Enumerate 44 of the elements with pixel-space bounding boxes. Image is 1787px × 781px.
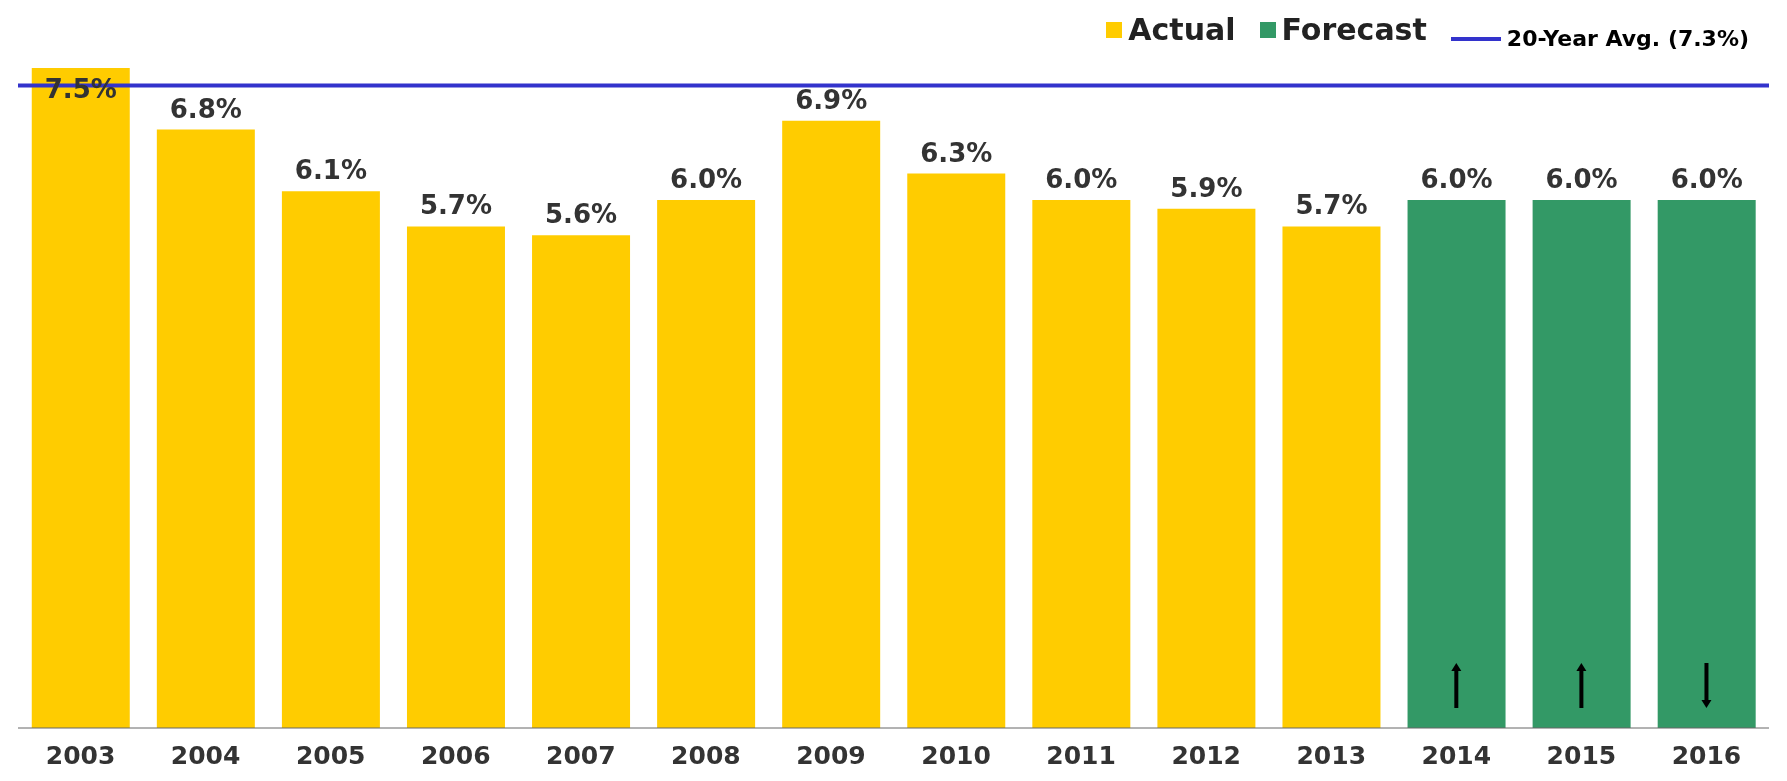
x-tick-label: 2003 [45, 740, 116, 770]
bar [1657, 200, 1756, 728]
legend-label: Actual [1128, 12, 1236, 47]
x-tick-label: 2014 [1421, 740, 1492, 770]
x-tick-label: 2007 [546, 740, 616, 770]
bar [782, 120, 881, 728]
x-tick-label: 2010 [921, 740, 991, 770]
data-label: 6.0% [1545, 164, 1618, 194]
bar [907, 173, 1006, 728]
bar [1032, 200, 1131, 728]
data-label: 5.9% [1170, 172, 1243, 203]
data-label: 6.3% [920, 137, 993, 168]
data-label: 6.0% [1670, 164, 1743, 194]
bar [532, 235, 631, 728]
data-label: 6.1% [294, 155, 367, 186]
legend-label: 20-Year Avg. (7.3%) [1506, 26, 1749, 51]
x-tick-label: 2016 [1671, 740, 1742, 770]
x-tick-label: 2005 [295, 740, 366, 770]
x-tick-label: 2012 [1171, 740, 1241, 770]
data-label: 6.0% [670, 164, 743, 194]
data-label: 6.8% [169, 93, 242, 124]
bar [281, 191, 380, 728]
data-label: 5.7% [1295, 190, 1368, 221]
data-label: 5.6% [544, 199, 618, 230]
data-label: 5.7% [419, 190, 493, 221]
bar [1157, 208, 1256, 728]
x-tick-label: 2006 [420, 740, 491, 770]
x-tick-label: 2008 [671, 740, 741, 770]
bar [31, 68, 130, 728]
x-tick-label: 2009 [796, 740, 866, 770]
data-label: 6.0% [1045, 164, 1118, 194]
bar [1282, 226, 1381, 728]
bar [657, 200, 756, 728]
bar [1532, 200, 1631, 728]
data-label: 6.0% [1420, 164, 1493, 194]
data-label: 6.9% [795, 84, 868, 115]
bar [1407, 200, 1506, 728]
x-tick-label: 2004 [170, 740, 241, 770]
x-tick-label: 2011 [1046, 740, 1116, 770]
bar [156, 129, 255, 728]
legend-label: Forecast [1281, 12, 1427, 47]
x-tick-label: 2015 [1546, 740, 1617, 770]
x-tick-label: 2013 [1296, 740, 1367, 770]
bar [406, 226, 505, 728]
